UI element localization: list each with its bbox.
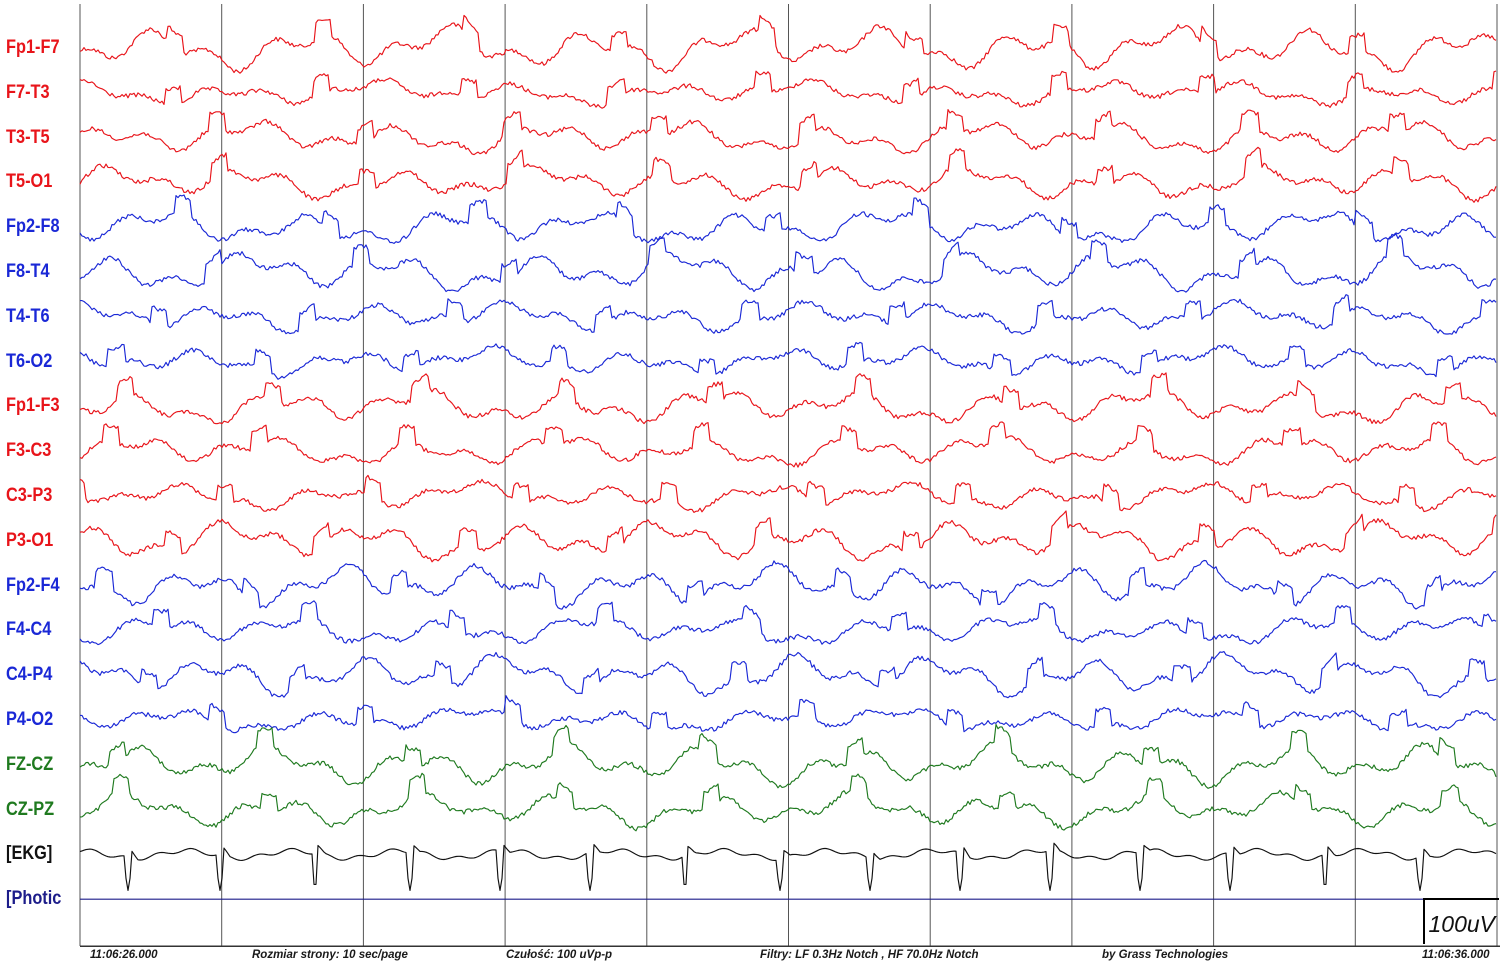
vendor-info: by Grass Technologies [1102,949,1229,961]
channel-label: FZ-CZ [6,753,54,775]
channel-trace [79,194,1496,244]
channel-label: [Photic [6,888,62,910]
channel-label: F8-T4 [6,261,50,282]
channel-trace [79,772,1497,832]
channel-label: CZ-PZ [6,798,55,820]
channel-trace [79,372,1497,425]
scale-label: 100uV [1428,911,1495,937]
sensitivity-info: Czułość: 100 uVp-p [506,949,613,961]
channel-trace [80,695,1497,734]
channel-trace [79,109,1497,156]
channel-label: T5-O1 [6,171,53,193]
channel-trace [79,651,1497,699]
page-size-info: Rozmiar strony: 10 sec/page [252,949,408,961]
channel-trace [79,510,1497,563]
channel-trace [79,233,1497,293]
channel-trace [79,559,1497,610]
channel-trace [79,600,1497,646]
channel-label: F4-C4 [6,619,52,641]
channel-label: C3-P3 [6,485,53,506]
channel-label: Fp1-F7 [6,37,60,58]
filters-info: Filtry: LF 0.3Hz Notch , HF 70.0Hz Notch [760,949,979,961]
channel-label: Fp2-F8 [6,216,60,238]
channel-trace [79,14,1497,74]
channel-label: T4-T6 [6,305,50,327]
channel-label: T6-O2 [6,350,53,372]
status-bar: 11:06:26.000 Rozmiar strony: 10 sec/page… [80,946,1500,966]
channel-trace [79,70,1497,109]
channel-label: Fp1-F3 [6,395,60,417]
channel-label: C4-P4 [6,664,53,686]
channel-label: T3-T5 [6,126,50,148]
channel-trace [79,341,1497,380]
channel-trace [79,146,1497,203]
channel-label: P3-O1 [6,529,54,551]
start-time: 11:06:26.000 [90,949,158,961]
channel-trace [79,842,1497,891]
channel-trace [79,421,1497,468]
channel-label: F7-T3 [6,81,50,103]
channel-label: P4-O2 [6,709,54,730]
amplitude-scale-marker: 100uV [1423,898,1499,944]
channel-trace [79,474,1497,513]
end-time: 11:06:36.000 [1422,949,1490,961]
channel-trace [80,294,1497,335]
channel-label: F3-C3 [6,440,52,462]
channel-trace [79,723,1497,789]
channel-label: Fp2-F4 [6,574,60,596]
channel-label: [EKG] [6,843,53,865]
